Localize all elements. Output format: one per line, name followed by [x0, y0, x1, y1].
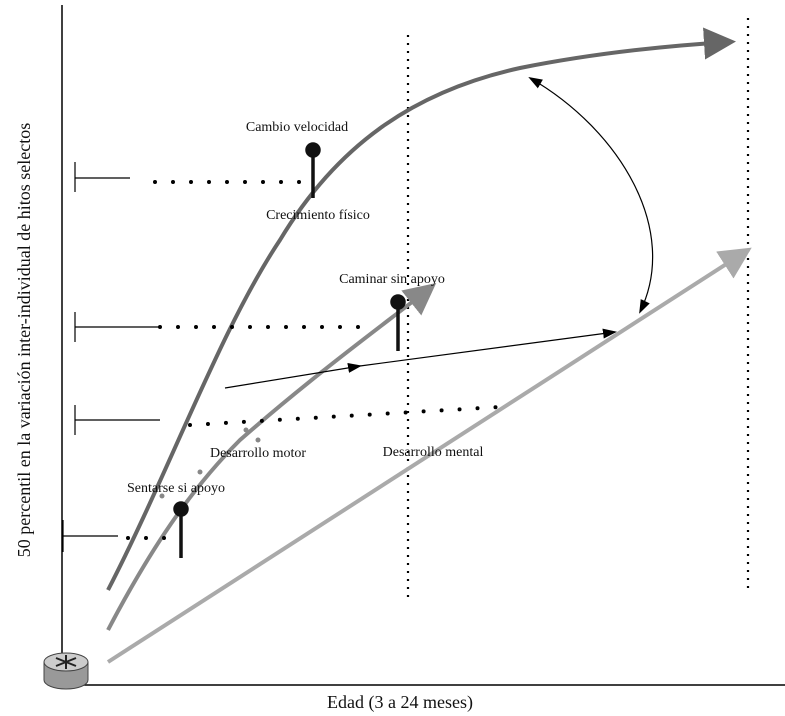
router-icon — [43, 652, 89, 690]
y-axis-label: 50 percentil en la variación inter-indiv… — [14, 123, 34, 558]
label: Desarrollo mental — [383, 445, 484, 460]
brackets — [62, 162, 160, 552]
pins — [173, 142, 406, 558]
label: Sentarse si apoyo — [127, 481, 225, 496]
gray-dots — [159, 427, 261, 499]
label: Cambio velocidad — [246, 120, 348, 135]
mental-line — [106, 247, 752, 664]
label: Caminar sin apoyo — [339, 272, 445, 287]
thin-arrows — [224, 76, 654, 389]
label: Crecimiento físico — [266, 208, 370, 223]
reference-lines — [406, 18, 750, 600]
physical-curve — [106, 27, 736, 591]
label: Desarrollo motor — [210, 446, 306, 461]
x-axis-label: Edad (3 a 24 meses) — [327, 692, 473, 713]
motor-curve — [106, 283, 437, 631]
axes — [61, 5, 785, 686]
